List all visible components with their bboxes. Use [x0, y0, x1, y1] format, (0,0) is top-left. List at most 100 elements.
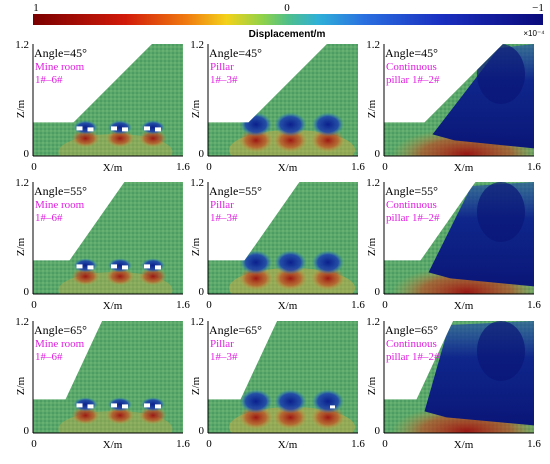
- x-axis-label: X/m: [454, 300, 474, 312]
- x-axis-label: X/m: [454, 162, 474, 174]
- displacement-field: [391, 321, 534, 433]
- case-label-line2: pillar 1#–2#: [386, 74, 440, 86]
- y-axis-label: Z/m: [15, 376, 27, 395]
- case-label-line1: Pillar: [210, 338, 234, 350]
- x-tick-label: 1.6: [527, 161, 541, 173]
- y-tick-label: 1.2: [190, 177, 204, 189]
- case-label-line1: Continuous: [386, 61, 437, 73]
- y-axis-label: Z/m: [366, 99, 378, 118]
- y-tick-label: 1.2: [190, 316, 204, 328]
- x-axis-label: X/m: [103, 162, 123, 174]
- case-label-line1: Pillar: [210, 199, 234, 211]
- case-label-line2: 1#–6#: [35, 212, 63, 224]
- case-label-line1: Mine room: [35, 199, 85, 211]
- colorbar-min-label: −1: [532, 2, 544, 14]
- y-axis-label: Z/m: [190, 376, 202, 395]
- x-tick-label: 1.6: [351, 438, 365, 450]
- mine-room: [155, 404, 161, 409]
- y-tick-label: 0: [375, 286, 381, 298]
- mine-room: [87, 404, 94, 409]
- displacement-field: [229, 112, 355, 156]
- case-label-line1: Pillar: [210, 61, 234, 73]
- model-panel: 1.2 00 1.6 X/m Z/m Angle=65°Continuouspillar …: [366, 316, 541, 451]
- case-label-line1: Mine room: [35, 338, 85, 350]
- y-tick-label: 0: [199, 425, 205, 437]
- y-axis-label: Z/m: [15, 237, 27, 256]
- x-axis-label: X/m: [278, 439, 298, 451]
- colorbar-scale-label: ×10⁻⁴: [523, 29, 545, 38]
- y-tick-label: 1.2: [366, 39, 380, 51]
- y-tick-label: 0: [24, 425, 30, 437]
- angle-label: Angle=55°: [34, 184, 87, 198]
- angle-label: Angle=55°: [209, 184, 262, 198]
- y-tick-label: 1.2: [15, 177, 29, 189]
- colorbar-gradient: [33, 14, 543, 25]
- y-tick-label: 0: [24, 148, 30, 160]
- angle-label: Angle=45°: [385, 46, 438, 60]
- x-tick-label: 0: [382, 161, 388, 173]
- mine-room: [111, 126, 117, 131]
- colorbar-title: Displacement/m: [249, 29, 326, 40]
- x-axis-label: X/m: [103, 300, 123, 312]
- x-tick-label: 1.6: [176, 161, 190, 173]
- angle-label: Angle=65°: [385, 323, 438, 337]
- x-tick-label: 1.6: [527, 299, 541, 311]
- displacement-field: [58, 258, 173, 294]
- x-tick-label: 0: [206, 161, 212, 173]
- model-panel: 1.2 00 1.6 X/m Z/m Angle=55°Continuouspillar …: [366, 177, 541, 312]
- y-tick-label: 1.2: [366, 177, 380, 189]
- y-axis-label: Z/m: [15, 99, 27, 118]
- mine-room: [87, 127, 94, 132]
- mine-room: [155, 265, 161, 270]
- y-tick-label: 1.2: [366, 316, 380, 328]
- x-axis-label: X/m: [454, 439, 474, 451]
- mine-room: [122, 265, 128, 270]
- y-tick-label: 0: [199, 286, 205, 298]
- case-label-line1: Continuous: [386, 199, 437, 211]
- colorbar: 1 0 −1 Displacement/m ×10⁻⁴: [33, 2, 545, 40]
- mine-room: [111, 403, 117, 408]
- mine-room: [122, 404, 128, 409]
- y-axis-label: Z/m: [366, 376, 378, 395]
- y-tick-label: 0: [199, 148, 205, 160]
- x-tick-label: 1.6: [176, 299, 190, 311]
- mine-room: [144, 264, 150, 269]
- mine-room: [111, 264, 117, 269]
- displacement-field: [391, 44, 534, 156]
- y-axis-label: Z/m: [366, 237, 378, 256]
- x-tick-label: 0: [206, 438, 212, 450]
- model-panel: 1.2 00 1.6 X/m Z/m Angle=45°Continuouspillar …: [366, 39, 541, 174]
- y-tick-label: 1.2: [190, 39, 204, 51]
- y-axis-label: Z/m: [190, 237, 202, 256]
- case-label-line2: 1#–6#: [35, 74, 63, 86]
- angle-label: Angle=55°: [385, 184, 438, 198]
- mine-room: [87, 265, 94, 270]
- case-label-line1: Continuous: [386, 338, 437, 350]
- x-tick-label: 0: [382, 438, 388, 450]
- x-axis-label: X/m: [278, 162, 298, 174]
- displacement-field: [391, 182, 534, 294]
- case-label-line2: 1#–3#: [210, 212, 238, 224]
- case-label-line2: 1#–3#: [210, 74, 238, 86]
- mine-room: [76, 126, 83, 131]
- angle-label: Angle=65°: [209, 323, 262, 337]
- x-tick-label: 0: [31, 438, 37, 450]
- colorbar-max-label: 1: [33, 2, 39, 14]
- case-label-line2: 1#–3#: [210, 351, 238, 363]
- x-tick-label: 0: [382, 299, 388, 311]
- mine-room: [122, 127, 128, 132]
- angle-label: Angle=65°: [34, 323, 87, 337]
- case-label-line2: 1#–6#: [35, 351, 63, 363]
- case-label-line2: pillar 1#–2#: [386, 212, 440, 224]
- mine-room: [155, 127, 161, 132]
- x-axis-label: X/m: [103, 439, 123, 451]
- y-tick-label: 0: [24, 286, 30, 298]
- x-tick-label: 1.6: [527, 438, 541, 450]
- x-tick-label: 1.6: [351, 161, 365, 173]
- y-tick-label: 1.2: [15, 316, 29, 328]
- mine-room: [144, 126, 150, 131]
